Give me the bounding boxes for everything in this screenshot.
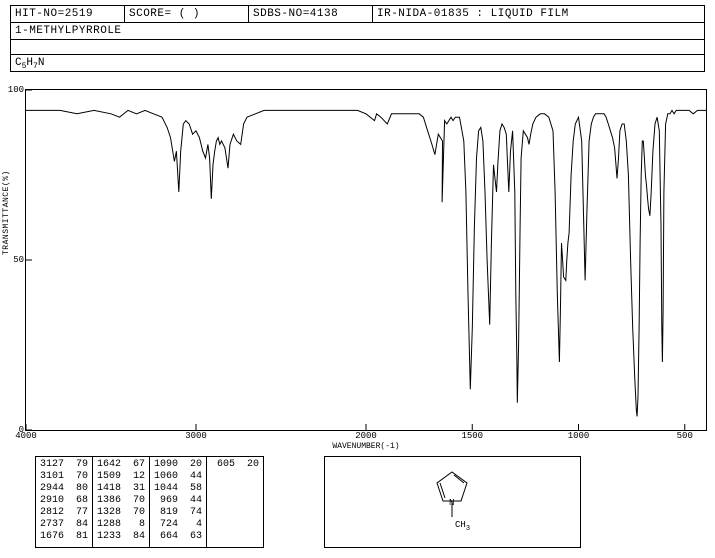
bottom-row: 3127 793101 702944 802910 682812 772737 … [35,456,581,548]
formula-n: N [38,57,45,69]
peak-row: 1328 70 [97,507,145,519]
y-tick-50: 50 [13,255,24,265]
x-tick: 3000 [185,431,207,441]
peak-row: 605 20 [211,459,259,471]
score-cell: SCORE= ( ) [125,6,249,22]
y-tick-100: 100 [8,85,24,95]
peak-col-3: 605 20 [207,457,263,547]
peak-row: 1090 20 [154,459,202,471]
peak-col-0: 3127 793101 702944 802910 682812 772737 … [36,457,93,547]
structure-ch: CH [455,520,466,530]
x-axis-label: WAVENUMBER(-1) [332,442,399,451]
hit-no-cell: HIT-NO=2519 [11,6,125,22]
svg-text:CH3: CH3 [455,520,470,533]
peak-row: 1418 31 [97,483,145,495]
peak-col-2: 1090 201060 441044 58 969 44 819 74 724 … [150,457,207,547]
peak-row: 1060 44 [154,471,202,483]
spectrum-line [26,90,706,430]
x-tick: 1000 [568,431,590,441]
peak-table: 3127 793101 702944 802910 682812 772737 … [35,456,264,548]
peak-row: 3101 70 [40,471,88,483]
sdbs-no-cell: SDBS-NO=4138 [249,6,373,22]
spectrum-chart: 100 50 0 4000 3000 2000 1500 1000 500 WA… [25,89,707,431]
x-tick: 1500 [461,431,483,441]
structure-3: 3 [466,525,470,533]
peak-row: 2910 68 [40,495,88,507]
x-tick: 4000 [15,431,37,441]
peak-row: 819 74 [154,507,202,519]
x-tick: 2000 [355,431,377,441]
peak-row: 2944 80 [40,483,88,495]
peak-row: 1676 81 [40,531,88,543]
peak-row: 1509 12 [97,471,145,483]
ir-info-cell: IR-NIDA-01835 : LIQUID FILM [373,6,704,22]
structure-box: N CH3 [324,456,581,548]
svg-text:N: N [449,498,454,508]
peak-row: 3127 79 [40,459,88,471]
peak-col-1: 1642 671509 121418 311386 701328 701288 … [93,457,150,547]
structure-svg: N CH3 [325,457,580,547]
peak-row: 664 63 [154,531,202,543]
peak-row: 1642 67 [97,459,145,471]
peak-row: 1044 58 [154,483,202,495]
peak-row: 1288 8 [97,519,145,531]
peak-row: 969 44 [154,495,202,507]
y-axis-label: TRANSMITTANCE(%) [2,170,11,255]
formula-c: C [15,57,22,69]
x-tick: 500 [677,431,693,441]
compound-name: 1-METHYLPYRROLE [10,23,705,40]
formula-row: C5H7N [10,54,705,72]
gap-row [10,40,705,54]
peak-row: 724 4 [154,519,202,531]
peak-row: 2812 77 [40,507,88,519]
peak-row: 1386 70 [97,495,145,507]
peak-row: 2737 84 [40,519,88,531]
header-row: HIT-NO=2519 SCORE= ( ) SDBS-NO=4138 IR-N… [10,5,705,23]
peak-row: 1233 84 [97,531,145,543]
